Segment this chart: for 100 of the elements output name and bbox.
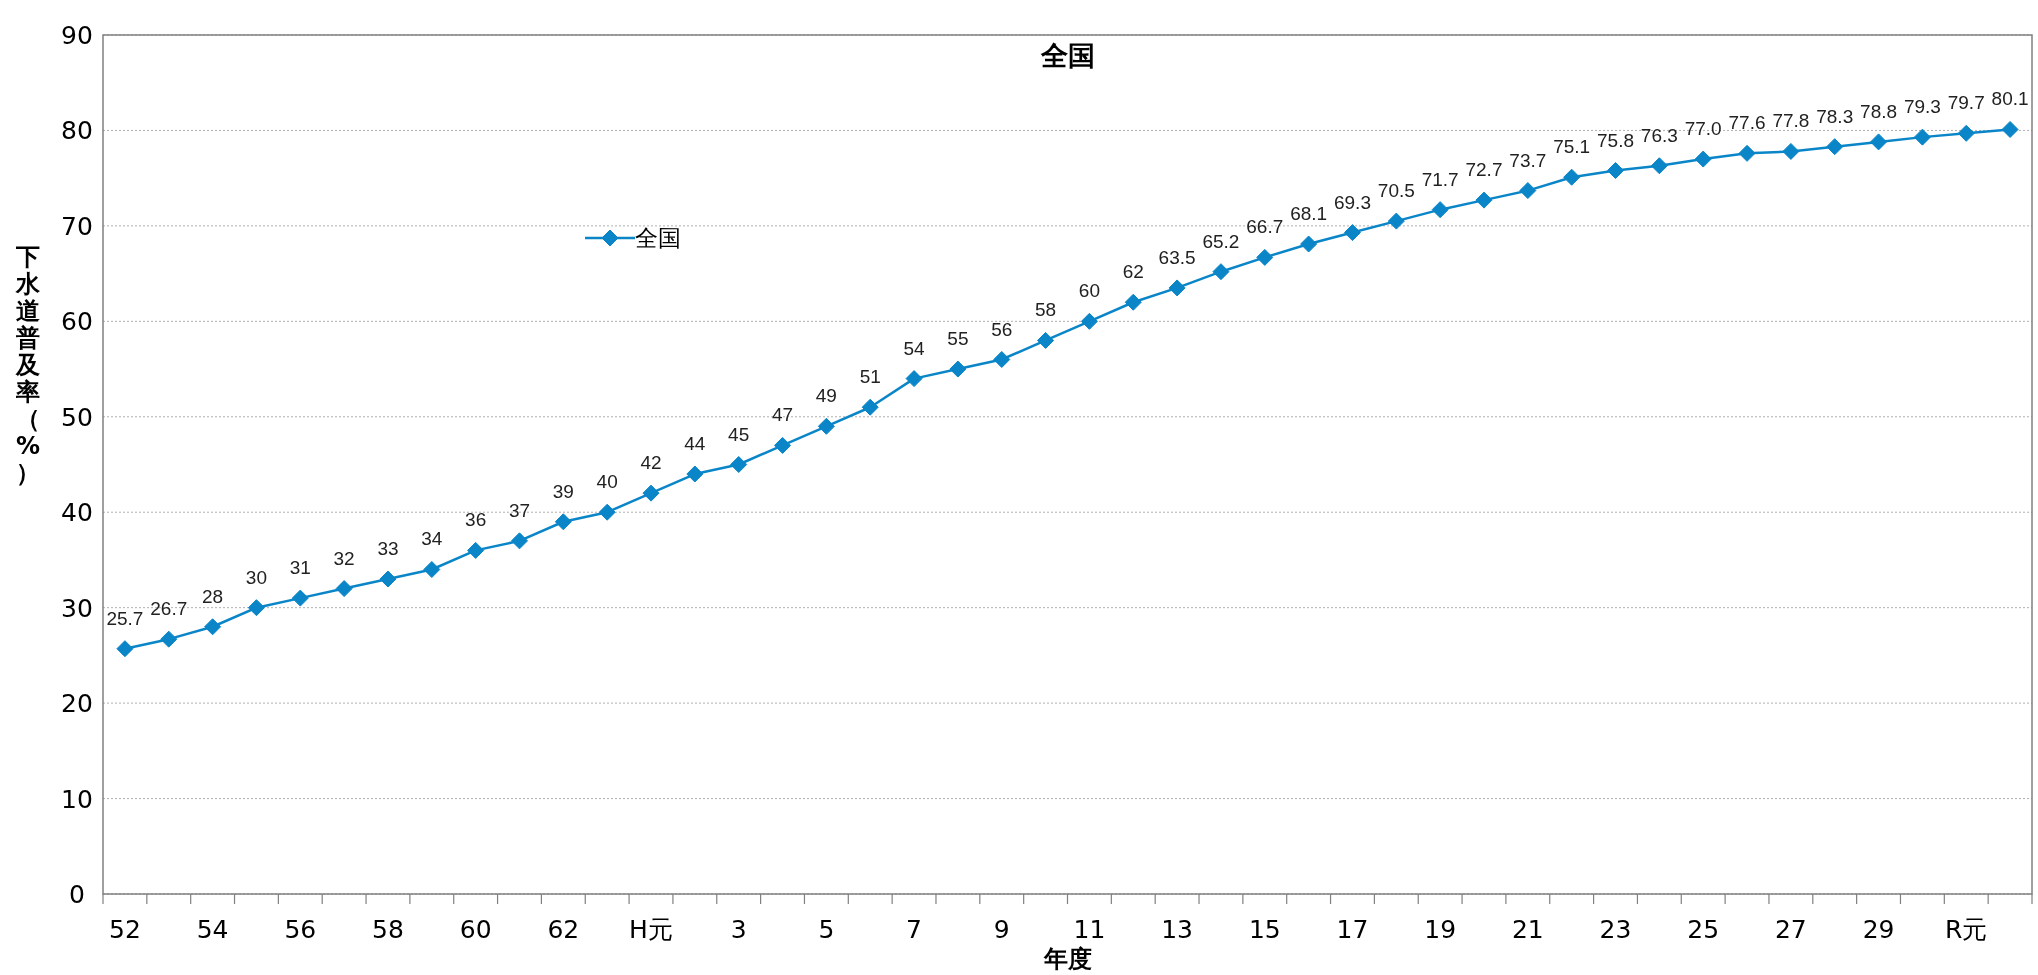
data-label: 47 bbox=[771, 404, 794, 426]
data-label: 73.7 bbox=[1509, 149, 1547, 171]
data-label: 65.2 bbox=[1202, 230, 1240, 252]
point bbox=[510, 532, 528, 550]
point bbox=[116, 640, 134, 658]
data-label: 28 bbox=[202, 585, 224, 607]
point bbox=[1913, 128, 1931, 146]
x-axis-title: 年度 bbox=[1042, 945, 1092, 973]
x-tick-label: 27 bbox=[1774, 915, 1807, 944]
data-label: 25.7 bbox=[106, 607, 144, 629]
y-tick-label: 90 bbox=[61, 21, 93, 50]
point bbox=[335, 580, 353, 598]
y-tick-label: 10 bbox=[61, 784, 93, 814]
data-label: 78.8 bbox=[1860, 100, 1898, 122]
x-tick-label: R元 bbox=[1945, 915, 1988, 944]
data-label: 77.8 bbox=[1772, 110, 1810, 132]
data-label: 31 bbox=[289, 557, 311, 579]
x-tick-label: 17 bbox=[1336, 915, 1369, 944]
point bbox=[1519, 182, 1537, 200]
x-tick-label: 60 bbox=[459, 915, 492, 944]
text: 下水道普及率（%） bbox=[15, 243, 41, 487]
y-tick-label: 60 bbox=[61, 307, 93, 337]
x-tick-label: 11 bbox=[1073, 915, 1106, 944]
data-label: 75.1 bbox=[1553, 136, 1591, 158]
point bbox=[1650, 157, 1668, 175]
point bbox=[1563, 168, 1581, 186]
point bbox=[1256, 248, 1274, 266]
x-tick-label: 29 bbox=[1862, 915, 1895, 944]
point bbox=[247, 599, 265, 617]
y-tick-label: 70 bbox=[61, 211, 93, 241]
point bbox=[467, 541, 485, 559]
x-tick-label: H元 bbox=[629, 915, 673, 944]
data-label: 36 bbox=[465, 509, 487, 531]
point bbox=[861, 398, 879, 416]
point bbox=[1694, 150, 1712, 168]
legend-label: 全国 bbox=[635, 225, 681, 251]
point bbox=[160, 630, 178, 648]
point bbox=[1826, 138, 1844, 156]
point bbox=[1738, 144, 1756, 162]
data-label: 77.0 bbox=[1684, 118, 1722, 140]
data-label: 62 bbox=[1122, 261, 1144, 283]
data-label: 30 bbox=[245, 566, 268, 588]
point bbox=[993, 351, 1011, 369]
point bbox=[1475, 191, 1493, 209]
data-label: 70.5 bbox=[1377, 180, 1415, 202]
point bbox=[686, 465, 704, 483]
point bbox=[379, 570, 397, 588]
data-label: 32 bbox=[333, 547, 355, 569]
data-label: 80.1 bbox=[1991, 88, 2029, 110]
point bbox=[2001, 120, 2019, 138]
x-tick-label: 5 bbox=[818, 915, 835, 944]
x-tick-label: 7 bbox=[906, 915, 923, 944]
data-label: 56 bbox=[991, 318, 1013, 340]
data-label: 34 bbox=[421, 528, 443, 550]
data-label: 45 bbox=[728, 423, 750, 445]
point bbox=[598, 503, 616, 521]
data-label: 26.7 bbox=[150, 598, 188, 620]
point bbox=[1124, 293, 1142, 311]
x-tick-label: 62 bbox=[547, 915, 580, 944]
point bbox=[1080, 312, 1098, 330]
point bbox=[905, 370, 923, 388]
point bbox=[554, 513, 572, 531]
point bbox=[730, 456, 748, 473]
data-label: 75.8 bbox=[1597, 129, 1634, 151]
data-label: 42 bbox=[640, 452, 662, 474]
data-label: 79.7 bbox=[1947, 92, 1985, 114]
point bbox=[1870, 133, 1888, 151]
point bbox=[1037, 331, 1055, 349]
x-tick-label: 3 bbox=[730, 915, 747, 944]
data-label: 76.3 bbox=[1640, 124, 1678, 146]
data-label: 37 bbox=[508, 499, 531, 521]
point bbox=[204, 618, 222, 636]
point bbox=[1343, 224, 1361, 242]
x-tick-label: 56 bbox=[284, 915, 317, 944]
point bbox=[423, 560, 441, 578]
x-tick-label: 54 bbox=[196, 915, 229, 944]
point bbox=[817, 417, 835, 435]
point bbox=[949, 360, 967, 378]
y-tick-label: 30 bbox=[61, 593, 93, 623]
y-tick-label: 20 bbox=[61, 689, 93, 719]
data-label: 78.3 bbox=[1816, 105, 1854, 127]
data-label: 49 bbox=[815, 385, 837, 407]
data-label: 54 bbox=[903, 337, 926, 359]
y-tick-label: 0 bbox=[69, 880, 85, 909]
point bbox=[1607, 162, 1625, 180]
data-label: 68.1 bbox=[1290, 203, 1328, 225]
point bbox=[291, 589, 309, 607]
point bbox=[1212, 263, 1230, 281]
data-label: 51 bbox=[859, 366, 881, 388]
x-tick-label: 23 bbox=[1599, 915, 1632, 944]
data-label: 79.3 bbox=[1903, 96, 1941, 118]
data-label: 63.5 bbox=[1158, 246, 1196, 268]
x-tick-label: 9 bbox=[993, 915, 1010, 944]
data-label: 55 bbox=[947, 328, 969, 350]
x-tick-label: 21 bbox=[1511, 915, 1544, 944]
point bbox=[1300, 235, 1318, 253]
point bbox=[1168, 279, 1186, 297]
data-label: 72.7 bbox=[1465, 159, 1503, 181]
data-label: 77.6 bbox=[1728, 112, 1766, 134]
y-tick-label: 80 bbox=[61, 116, 93, 146]
